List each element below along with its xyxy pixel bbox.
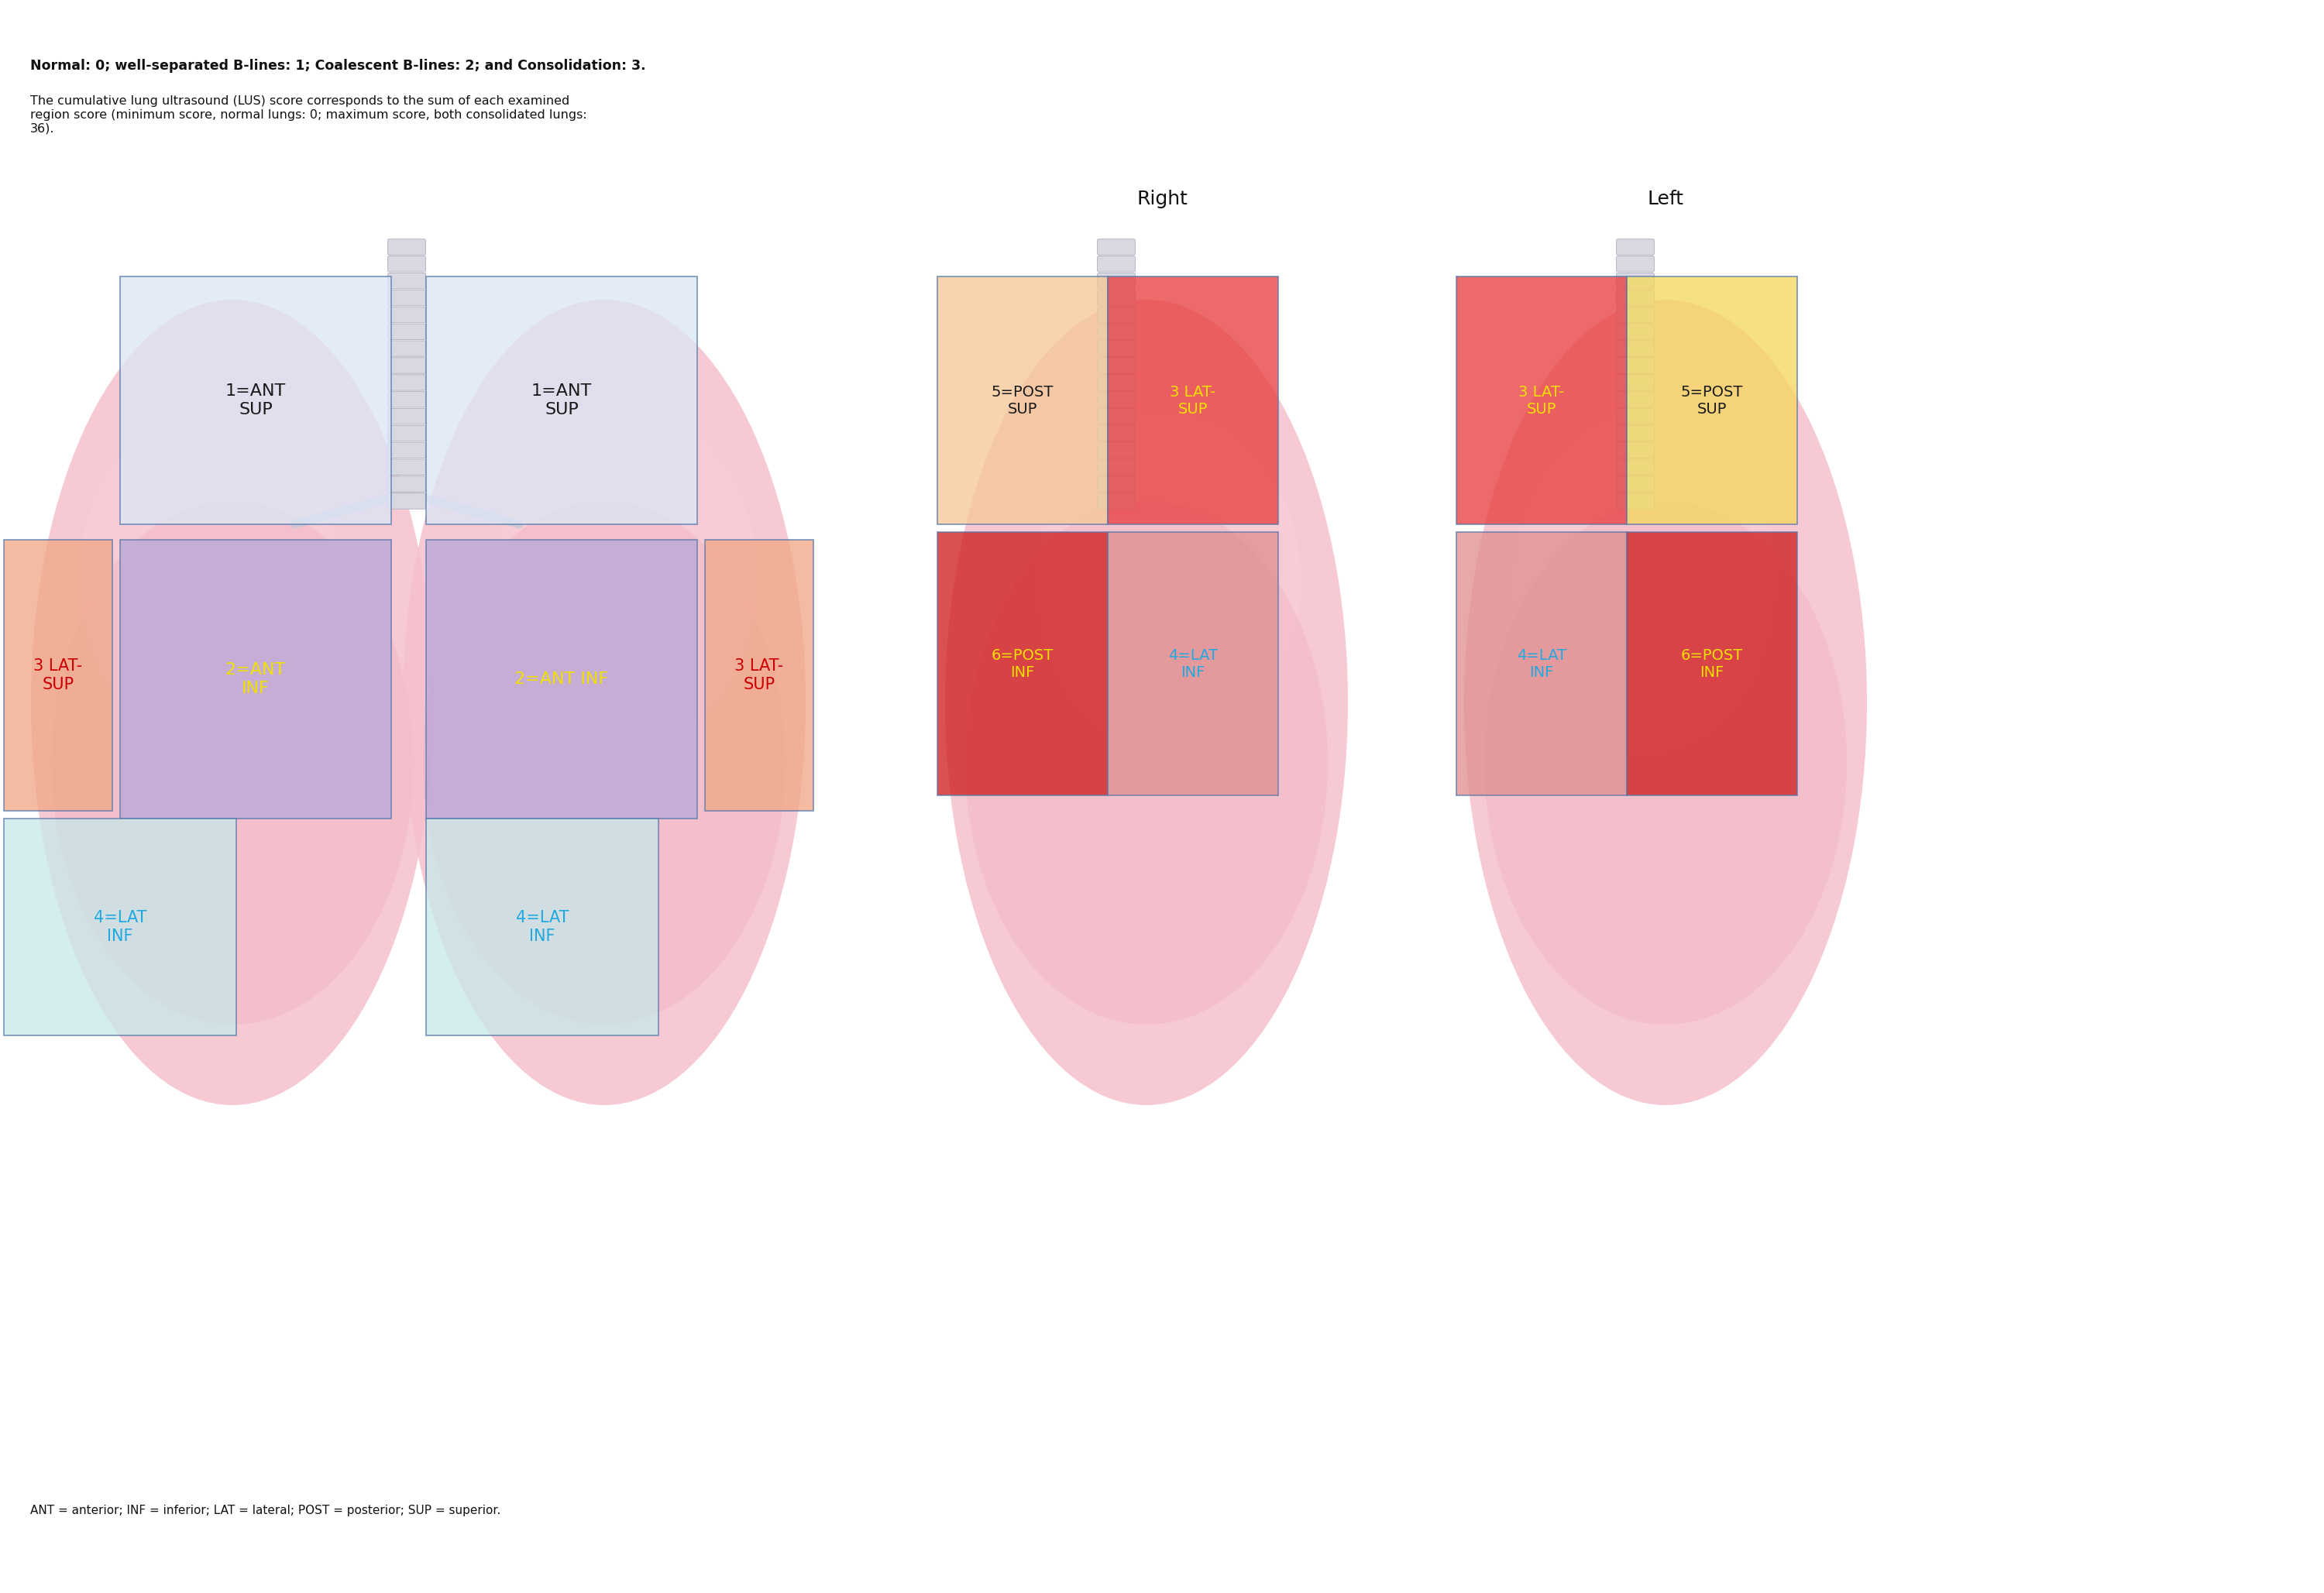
- FancyBboxPatch shape: [388, 323, 425, 339]
- Text: 3 LAT-
SUP: 3 LAT- SUP: [33, 658, 84, 691]
- Text: 4=LAT
INF: 4=LAT INF: [1518, 648, 1566, 680]
- Bar: [937, 277, 1109, 524]
- Ellipse shape: [30, 299, 435, 1106]
- Text: 2=ANT INF: 2=ANT INF: [514, 671, 609, 687]
- Text: 3 LAT-
SUP: 3 LAT- SUP: [1518, 384, 1564, 416]
- FancyBboxPatch shape: [388, 392, 425, 408]
- FancyBboxPatch shape: [1618, 459, 1655, 475]
- Bar: [1627, 277, 1796, 524]
- Text: The cumulative lung ultrasound (LUS) score corresponds to the sum of each examin: The cumulative lung ultrasound (LUS) sco…: [30, 96, 588, 134]
- Text: 4=LAT
INF: 4=LAT INF: [93, 910, 146, 943]
- Text: Right: Right: [1136, 190, 1188, 209]
- Ellipse shape: [1511, 411, 1773, 753]
- FancyBboxPatch shape: [388, 494, 425, 510]
- Bar: [1627, 532, 1796, 795]
- FancyBboxPatch shape: [388, 341, 425, 357]
- Bar: [121, 540, 390, 819]
- Bar: [5, 819, 237, 1035]
- FancyBboxPatch shape: [1097, 272, 1134, 288]
- FancyBboxPatch shape: [1097, 358, 1134, 373]
- FancyBboxPatch shape: [1618, 239, 1655, 255]
- FancyBboxPatch shape: [388, 239, 425, 255]
- FancyBboxPatch shape: [388, 374, 425, 390]
- Bar: [937, 532, 1109, 795]
- FancyBboxPatch shape: [388, 425, 425, 441]
- Ellipse shape: [1039, 411, 1301, 753]
- FancyBboxPatch shape: [1097, 476, 1134, 492]
- Ellipse shape: [497, 411, 758, 753]
- FancyBboxPatch shape: [1618, 425, 1655, 441]
- FancyBboxPatch shape: [1618, 341, 1655, 357]
- FancyBboxPatch shape: [1097, 239, 1134, 255]
- FancyBboxPatch shape: [1618, 392, 1655, 408]
- Bar: [5, 540, 112, 811]
- Ellipse shape: [1485, 502, 1848, 1024]
- FancyBboxPatch shape: [1618, 494, 1655, 510]
- Ellipse shape: [79, 411, 339, 753]
- Bar: [425, 540, 697, 819]
- FancyBboxPatch shape: [388, 443, 425, 459]
- FancyBboxPatch shape: [1097, 256, 1134, 272]
- Text: 3 LAT-
SUP: 3 LAT- SUP: [1169, 384, 1215, 416]
- Ellipse shape: [964, 502, 1327, 1024]
- FancyBboxPatch shape: [1618, 290, 1655, 306]
- FancyBboxPatch shape: [1618, 374, 1655, 390]
- FancyBboxPatch shape: [1097, 307, 1134, 323]
- Text: 6=POST
INF: 6=POST INF: [992, 648, 1053, 680]
- FancyBboxPatch shape: [388, 408, 425, 424]
- FancyBboxPatch shape: [388, 272, 425, 288]
- Text: 4=LAT
INF: 4=LAT INF: [516, 910, 569, 943]
- FancyBboxPatch shape: [1618, 476, 1655, 492]
- Text: 4=LAT
INF: 4=LAT INF: [1169, 648, 1218, 680]
- FancyBboxPatch shape: [388, 476, 425, 492]
- Bar: [1457, 277, 1627, 524]
- FancyBboxPatch shape: [388, 459, 425, 475]
- Bar: [425, 819, 658, 1035]
- Bar: [121, 277, 390, 524]
- Text: Normal: 0; well-separated B-lines: 1; Coalescent B-lines: 2; and Consolidation: : Normal: 0; well-separated B-lines: 1; Co…: [30, 59, 646, 73]
- Text: 1=ANT
SUP: 1=ANT SUP: [532, 384, 593, 417]
- FancyBboxPatch shape: [1097, 341, 1134, 357]
- FancyBboxPatch shape: [1097, 494, 1134, 510]
- FancyBboxPatch shape: [388, 358, 425, 373]
- FancyBboxPatch shape: [388, 307, 425, 323]
- FancyBboxPatch shape: [1097, 392, 1134, 408]
- Text: ANT = anterior; INF = inferior; LAT = lateral; POST = posterior; SUP = superior.: ANT = anterior; INF = inferior; LAT = la…: [30, 1505, 500, 1517]
- FancyBboxPatch shape: [1618, 323, 1655, 339]
- Bar: [1109, 532, 1278, 795]
- Ellipse shape: [423, 502, 786, 1024]
- Ellipse shape: [1464, 299, 1866, 1106]
- FancyBboxPatch shape: [388, 290, 425, 306]
- FancyBboxPatch shape: [1618, 256, 1655, 272]
- FancyBboxPatch shape: [1618, 307, 1655, 323]
- FancyBboxPatch shape: [388, 256, 425, 272]
- FancyBboxPatch shape: [1097, 443, 1134, 459]
- Bar: [425, 277, 697, 524]
- FancyBboxPatch shape: [1618, 272, 1655, 288]
- Text: 6=POST
INF: 6=POST INF: [1680, 648, 1743, 680]
- FancyBboxPatch shape: [1097, 290, 1134, 306]
- Text: 1=ANT
SUP: 1=ANT SUP: [225, 384, 286, 417]
- FancyBboxPatch shape: [1097, 459, 1134, 475]
- Text: 5=POST
SUP: 5=POST SUP: [1680, 384, 1743, 416]
- FancyBboxPatch shape: [1097, 323, 1134, 339]
- Text: Left: Left: [1648, 190, 1683, 209]
- Bar: [1457, 532, 1627, 795]
- Ellipse shape: [51, 502, 414, 1024]
- FancyBboxPatch shape: [1097, 374, 1134, 390]
- FancyBboxPatch shape: [1618, 358, 1655, 373]
- FancyBboxPatch shape: [1097, 408, 1134, 424]
- Bar: [1109, 277, 1278, 524]
- FancyBboxPatch shape: [1097, 425, 1134, 441]
- FancyBboxPatch shape: [1618, 443, 1655, 459]
- Ellipse shape: [402, 299, 806, 1106]
- Bar: [704, 540, 813, 811]
- Text: 5=POST
SUP: 5=POST SUP: [992, 384, 1053, 416]
- Text: 2=ANT
INF: 2=ANT INF: [225, 663, 286, 696]
- Text: 3 LAT-
SUP: 3 LAT- SUP: [734, 658, 783, 691]
- FancyBboxPatch shape: [1618, 408, 1655, 424]
- Ellipse shape: [946, 299, 1348, 1106]
